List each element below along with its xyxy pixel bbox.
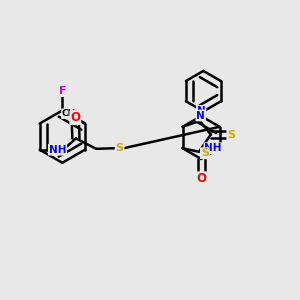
Text: N: N [197,106,206,116]
Text: S: S [201,148,209,158]
Text: O: O [70,111,80,124]
Text: NH: NH [49,145,66,155]
Text: NH: NH [204,143,222,153]
Text: S: S [116,142,124,153]
Text: S: S [227,130,235,140]
Text: O: O [196,172,206,185]
Text: CH₃: CH₃ [62,109,80,118]
Text: N: N [196,110,205,121]
Text: F: F [58,86,66,96]
